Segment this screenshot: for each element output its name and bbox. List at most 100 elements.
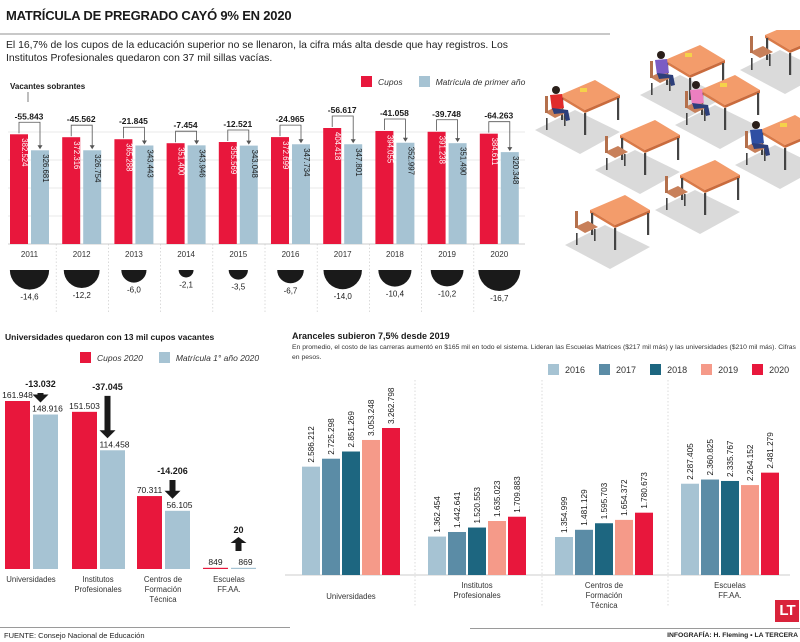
- desk-leg: [617, 98, 620, 120]
- legend-item-2016: 2016: [548, 364, 585, 375]
- desk-group: [655, 160, 740, 234]
- bar-matricula-2020: [33, 414, 58, 569]
- student-head: [692, 81, 700, 89]
- student-head: [552, 86, 560, 94]
- legend-item-2019: 2019: [701, 364, 738, 375]
- chair-leg: [564, 114, 566, 126]
- student-legs: [657, 73, 675, 86]
- bar-arancel-2016: [428, 536, 446, 575]
- vacantes-bar-chart: 382.524 326.681 -55.843 2011 -14,6 372.316 326…: [8, 92, 525, 312]
- difference-value: -13.032: [25, 379, 56, 389]
- desk-group: [565, 195, 650, 269]
- chair-leg: [746, 153, 748, 165]
- desk-edge: [560, 95, 585, 113]
- student-torso: [750, 129, 764, 145]
- legend-swatch-matricula: [158, 352, 170, 363]
- bar-matricula: [292, 144, 310, 244]
- student-legs: [552, 108, 570, 121]
- chair-leg: [594, 229, 596, 241]
- difference-value: 20: [233, 525, 243, 535]
- bar-arancel-2018: [468, 527, 486, 575]
- classroom-desks-illustration: [535, 30, 800, 269]
- desk-edge: [665, 60, 690, 78]
- difference-arrowhead: [246, 140, 252, 145]
- bar-arancel-2020: [508, 516, 526, 575]
- desk-edge: [590, 210, 615, 228]
- difference-arrowhead: [455, 138, 461, 143]
- legend-item-cupos: Cupos: [361, 76, 403, 87]
- chair-leg: [576, 233, 578, 245]
- bar-value-arancel: 1.780.673: [640, 472, 649, 509]
- bar-value-cupos: 404.418: [333, 132, 342, 160]
- vacantes-pct-label: -10,4: [386, 290, 405, 299]
- vacantes-pct-label: -2,1: [179, 280, 193, 289]
- chair-back: [745, 131, 748, 148]
- vacantes-pct-semicircle: [378, 270, 412, 287]
- legend-swatch-cupos: [361, 76, 372, 87]
- category-label: Escuelas: [714, 581, 746, 590]
- legend-label: 2020: [769, 364, 790, 375]
- category-label: Centros de: [144, 575, 182, 584]
- chair-back: [650, 61, 653, 78]
- chair-back: [575, 211, 578, 228]
- bar-value-arancel: 2.360.825: [706, 439, 715, 476]
- chair-leg: [666, 198, 668, 210]
- bar-cupos: [271, 137, 289, 244]
- bar-value-matricula: 343.946: [198, 149, 207, 177]
- bar-arancel-2020: [382, 428, 400, 575]
- bar-value-matricula: 347.801: [354, 148, 363, 176]
- bar-value-arancel: 1.595.703: [600, 482, 609, 519]
- footer-divider-right: [470, 628, 800, 629]
- bar-value-matricula: 869: [238, 557, 252, 567]
- bar-value-cupos: 372.699: [281, 141, 290, 169]
- vacantes-value: -24.965: [276, 114, 305, 124]
- chair-leg: [686, 113, 688, 125]
- bar-value-arancel: 1.709.883: [513, 476, 522, 513]
- desk-top: [765, 30, 800, 50]
- vacantes-value: -7.454: [174, 120, 198, 130]
- chair-seat: [605, 146, 628, 158]
- desk-top: [760, 115, 800, 145]
- universidades-legend: Cupos 2020 Matrícula 1° año 2020: [80, 352, 275, 363]
- category-label: Institutos: [82, 575, 113, 584]
- chair-leg: [684, 194, 686, 206]
- desk-edge: [760, 130, 785, 148]
- desk-group: [740, 30, 800, 94]
- chair-back: [605, 136, 608, 153]
- bar-cupos-2020: [5, 401, 30, 569]
- bar-value-arancel: 1.520.553: [473, 487, 482, 524]
- vacantes-pct-semicircle: [178, 270, 194, 278]
- difference-bracket: [279, 124, 302, 142]
- difference-bracket: [175, 130, 197, 143]
- chair-leg: [704, 109, 706, 121]
- desk-shadow: [565, 225, 650, 269]
- desk-top: [700, 75, 760, 105]
- aranceles-chart-title: Aranceles subieron 7,5% desde 2019: [292, 331, 450, 341]
- difference-bracket: [18, 121, 41, 148]
- year-label: 2019: [438, 250, 456, 259]
- chair-seat: [575, 221, 598, 233]
- bar-value-arancel: 2.851.269: [347, 411, 356, 448]
- aranceles-bar-chart: 2.586.212 2.725.298 2.851.269 3.053.248 3.26…: [285, 380, 790, 610]
- student-head: [657, 51, 665, 59]
- chair-leg: [669, 79, 671, 91]
- bar-arancel-2018: [595, 523, 613, 575]
- vacantes-pct-semicircle: [228, 270, 248, 280]
- desk-leg: [757, 93, 760, 115]
- bar-arancel-2019: [741, 485, 759, 575]
- desk-leg: [704, 193, 707, 215]
- bar-value-matricula: 56.105: [167, 500, 193, 510]
- year-label: 2016: [282, 250, 300, 259]
- legend-item-2018: 2018: [650, 364, 687, 375]
- year-label: 2017: [334, 250, 352, 259]
- desk-edge: [700, 90, 725, 108]
- desk-shadow: [740, 50, 800, 94]
- year-label: 2015: [229, 250, 247, 259]
- bar-value-arancel: 2.586.212: [307, 426, 316, 463]
- vacantes-value: -39.748: [432, 109, 461, 119]
- bar-value-matricula: 326.681: [41, 154, 50, 182]
- desk-top: [590, 195, 650, 225]
- book: [780, 123, 787, 127]
- bar-cupos: [479, 133, 498, 244]
- difference-bracket: [70, 124, 93, 148]
